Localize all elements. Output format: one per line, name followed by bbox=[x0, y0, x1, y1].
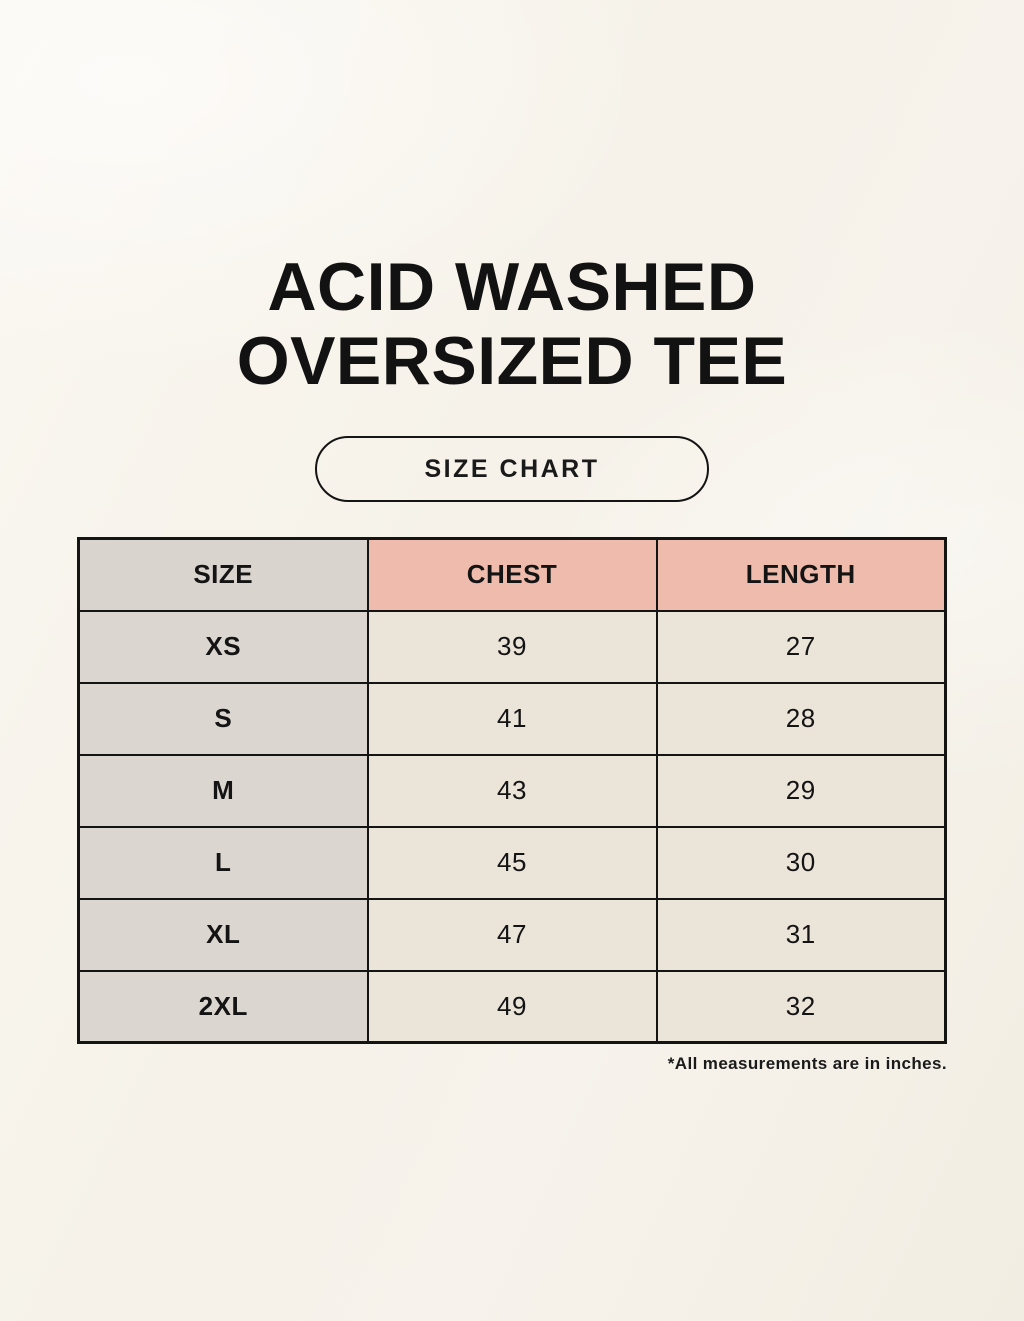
size-label-cell: L bbox=[77, 825, 369, 900]
size-label-cell: XL bbox=[77, 897, 369, 972]
chest-value-cell: 45 bbox=[366, 825, 658, 900]
size-label-cell: M bbox=[77, 753, 369, 828]
measurements-footnote: *All measurements are in inches. bbox=[667, 1054, 947, 1073]
chest-value-cell: 39 bbox=[366, 609, 658, 684]
chest-value-cell: 41 bbox=[366, 681, 658, 756]
chest-value-cell: 43 bbox=[366, 753, 658, 828]
title-line-2: OVERSIZED TEE bbox=[236, 323, 788, 399]
column-header-size: SIZE bbox=[77, 537, 369, 612]
size-label-cell: XS bbox=[77, 609, 369, 684]
table-row: 2XL 49 32 bbox=[77, 969, 947, 1044]
length-value-cell: 27 bbox=[655, 609, 947, 684]
size-label-cell: 2XL bbox=[77, 969, 369, 1044]
title-line-1: ACID WASHED bbox=[267, 249, 757, 325]
table-row: M 43 29 bbox=[77, 753, 947, 828]
column-header-length: LENGTH bbox=[655, 537, 947, 612]
size-chart-badge[interactable]: SIZE CHART bbox=[315, 436, 709, 502]
length-value-cell: 32 bbox=[655, 969, 947, 1044]
table-header-row: SIZE CHEST LENGTH bbox=[77, 537, 947, 612]
size-label-cell: S bbox=[77, 681, 369, 756]
table-row: XS 39 27 bbox=[77, 609, 947, 684]
size-chart-table: SIZE CHEST LENGTH XS 39 27 S 41 28 M 43 … bbox=[77, 537, 947, 1044]
length-value-cell: 28 bbox=[655, 681, 947, 756]
table-row: S 41 28 bbox=[77, 681, 947, 756]
table-row: L 45 30 bbox=[77, 825, 947, 900]
length-value-cell: 30 bbox=[655, 825, 947, 900]
chest-value-cell: 49 bbox=[366, 969, 658, 1044]
length-value-cell: 31 bbox=[655, 897, 947, 972]
chest-value-cell: 47 bbox=[366, 897, 658, 972]
table-row: XL 47 31 bbox=[77, 897, 947, 972]
page-title: ACID WASHED OVERSIZED TEE bbox=[0, 250, 1024, 398]
column-header-chest: CHEST bbox=[366, 537, 658, 612]
length-value-cell: 29 bbox=[655, 753, 947, 828]
